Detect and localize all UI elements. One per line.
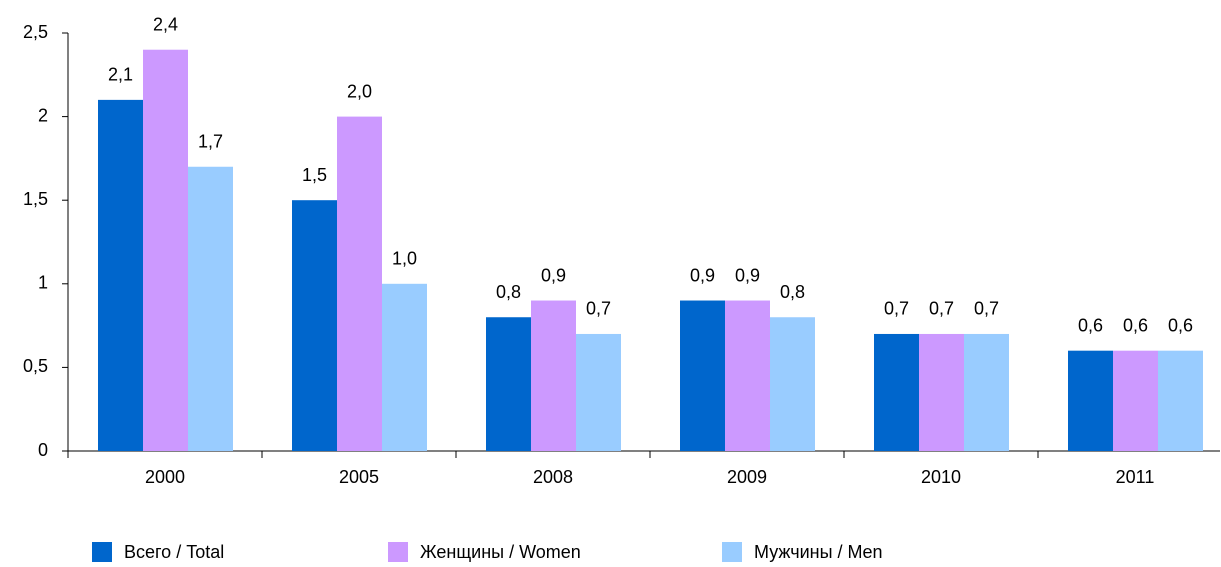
bar — [337, 116, 382, 451]
value-label: 0,6 — [1123, 315, 1148, 335]
value-label: 0,9 — [690, 265, 715, 285]
value-label: 0,7 — [929, 299, 954, 319]
bar — [874, 333, 919, 451]
legend-label: Мужчины / Men — [754, 542, 883, 562]
value-label: 2,4 — [153, 14, 178, 34]
bar — [680, 300, 725, 451]
bar — [1068, 350, 1113, 451]
bar — [725, 300, 770, 451]
value-label: 1,0 — [392, 249, 417, 269]
y-tick-label: 2,5 — [23, 22, 48, 42]
value-label: 1,5 — [302, 165, 327, 185]
bar — [919, 333, 964, 451]
bar — [1113, 350, 1158, 451]
bar — [770, 317, 815, 451]
legend-swatch — [388, 542, 408, 562]
x-tick-label: 2010 — [921, 467, 961, 487]
value-label: 0,7 — [974, 299, 999, 319]
x-tick-label: 2011 — [1116, 467, 1155, 487]
bar — [382, 283, 427, 451]
y-tick-label: 0,5 — [23, 356, 48, 376]
bar — [486, 317, 531, 451]
y-tick-label: 1 — [38, 273, 48, 293]
bar — [188, 166, 233, 451]
bar — [98, 99, 143, 451]
bar — [1158, 350, 1203, 451]
bar — [531, 300, 576, 451]
value-label: 0,6 — [1078, 315, 1103, 335]
legend-label: Всего / Total — [124, 542, 224, 562]
value-label: 0,7 — [586, 299, 611, 319]
value-label: 0,8 — [780, 282, 805, 302]
x-tick-label: 2008 — [533, 467, 573, 487]
bar — [292, 200, 337, 451]
y-tick-label: 2 — [38, 105, 48, 125]
x-tick-label: 2000 — [145, 467, 185, 487]
y-tick-label: 1,5 — [23, 189, 48, 209]
value-label: 2,0 — [347, 81, 372, 101]
value-label: 0,9 — [735, 265, 760, 285]
value-label: 0,6 — [1168, 315, 1193, 335]
legend-swatch — [92, 542, 112, 562]
value-label: 0,9 — [541, 265, 566, 285]
y-tick-label: 0 — [38, 440, 48, 460]
value-label: 0,8 — [496, 282, 521, 302]
bar — [576, 333, 621, 451]
x-tick-label: 2009 — [727, 467, 767, 487]
value-label: 0,7 — [884, 299, 909, 319]
legend-label: Женщины / Women — [420, 542, 581, 562]
value-label: 1,7 — [198, 132, 223, 152]
legend-swatch — [722, 542, 742, 562]
bar — [143, 49, 188, 451]
value-label: 2,1 — [108, 65, 133, 85]
x-tick-label: 2005 — [339, 467, 379, 487]
bar — [964, 333, 1009, 451]
